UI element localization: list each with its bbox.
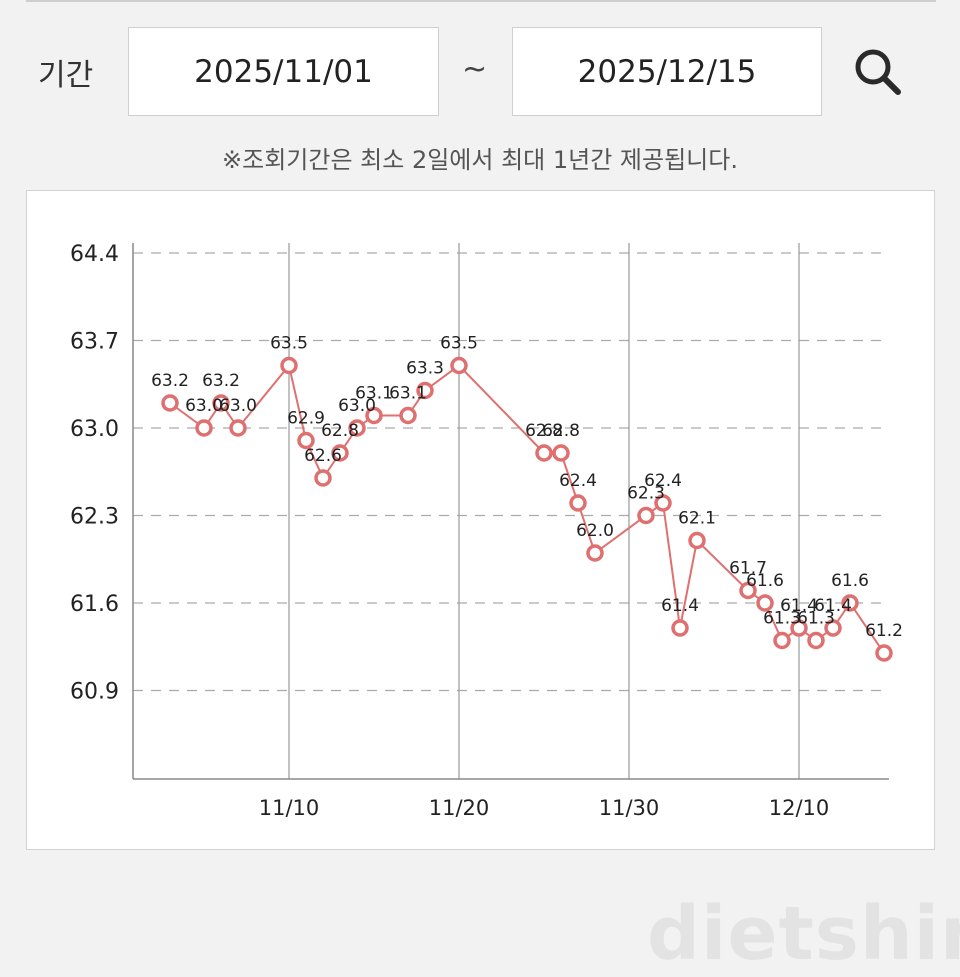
data-point[interactable]	[790, 619, 808, 637]
end-date-field[interactable]: 2025/12/15	[512, 27, 822, 116]
period-label: 기간	[38, 58, 94, 93]
data-label: 61.4	[780, 596, 818, 616]
data-point[interactable]	[535, 444, 553, 462]
data-label: 61.4	[661, 596, 699, 616]
data-point[interactable]	[416, 381, 434, 400]
data-point[interactable]	[297, 431, 315, 450]
data-label: 62.0	[576, 521, 614, 541]
data-label: 61.3	[763, 609, 801, 629]
data-label: 63.2	[202, 371, 240, 391]
data-label: 62.8	[525, 421, 563, 441]
weight-line-chart: 64.4 63.7 63.0 62.3 61.6 60.9 11/10 11/20 11/30 1…	[70, 242, 903, 820]
data-label: 61.4	[814, 596, 852, 616]
data-point[interactable]	[229, 419, 247, 437]
data-label: 62.8	[542, 421, 580, 441]
data-point[interactable]	[280, 356, 298, 375]
x-tick-label: 12/10	[769, 796, 830, 820]
end-date-value: 2025/12/15	[577, 53, 757, 90]
data-point[interactable]	[875, 644, 893, 662]
data-label: 62.8	[321, 421, 359, 441]
data-label: 63.1	[355, 384, 393, 404]
data-label: 61.6	[746, 571, 784, 591]
data-label: 62.3	[627, 484, 665, 504]
data-point[interactable]	[331, 444, 349, 462]
data-point[interactable]	[569, 494, 587, 512]
data-label: 63.0	[219, 396, 257, 416]
data-point[interactable]	[654, 494, 672, 512]
data-point[interactable]	[756, 594, 774, 612]
data-label: 61.7	[729, 559, 767, 579]
data-point[interactable]	[365, 406, 383, 425]
search-icon	[855, 49, 901, 95]
data-point[interactable]	[450, 356, 468, 375]
data-point[interactable]	[348, 419, 366, 437]
data-label: 62.6	[304, 446, 342, 466]
data-label: 62.1	[678, 509, 716, 529]
y-tick-label: 60.9	[70, 680, 119, 705]
data-point[interactable]	[807, 631, 825, 650]
x-tick-label: 11/10	[259, 796, 320, 820]
data-point[interactable]	[586, 544, 604, 562]
data-label: 63.0	[185, 396, 223, 416]
data-point[interactable]	[161, 394, 179, 412]
data-point[interactable]	[552, 444, 570, 462]
data-point[interactable]	[824, 619, 842, 637]
data-label: 63.3	[406, 359, 444, 379]
data-point[interactable]	[399, 406, 417, 425]
y-tick-label: 62.3	[70, 505, 119, 530]
data-label: 61.2	[865, 621, 903, 641]
search-button[interactable]	[852, 46, 904, 98]
y-tick-label: 63.7	[70, 330, 119, 355]
data-label: 62.4	[559, 471, 597, 491]
data-label: 63.2	[151, 371, 189, 391]
top-divider	[26, 0, 936, 2]
data-point[interactable]	[212, 394, 230, 412]
period-notice: ※조회기간은 최소 2일에서 최대 1년간 제공됩니다.	[222, 146, 738, 174]
data-point[interactable]	[739, 581, 757, 600]
data-label: 61.3	[797, 609, 835, 629]
watermark-text: dietshin.com	[647, 891, 960, 977]
start-date-value: 2025/11/01	[194, 53, 373, 90]
data-point[interactable]	[637, 506, 655, 525]
data-point[interactable]	[314, 469, 332, 487]
data-point[interactable]	[671, 619, 689, 637]
data-label: 63.1	[389, 384, 427, 404]
y-tick-label: 64.4	[70, 242, 119, 267]
start-date-field[interactable]: 2025/11/01	[128, 27, 439, 116]
data-label: 61.6	[831, 571, 869, 591]
data-label: 63.5	[270, 334, 308, 354]
watermark: dietshin.com	[647, 891, 960, 977]
x-tick-label: 11/20	[429, 796, 490, 820]
data-label: 62.9	[287, 409, 325, 429]
data-point[interactable]	[195, 419, 213, 437]
data-point[interactable]	[841, 594, 859, 612]
data-label: 63.5	[440, 334, 478, 354]
y-tick-label: 61.6	[70, 592, 119, 617]
data-point[interactable]	[773, 631, 791, 650]
weight-chart-panel: 64.4 63.7 63.0 62.3 61.6 60.9 11/10 11/20 11/30 1…	[26, 190, 960, 977]
data-point[interactable]	[688, 531, 706, 550]
x-tick-label: 11/30	[599, 796, 660, 820]
data-label: 63.0	[338, 396, 376, 416]
date-range-separator: ~	[462, 52, 488, 87]
data-label: 62.4	[644, 471, 682, 491]
y-tick-label: 63.0	[70, 417, 119, 442]
